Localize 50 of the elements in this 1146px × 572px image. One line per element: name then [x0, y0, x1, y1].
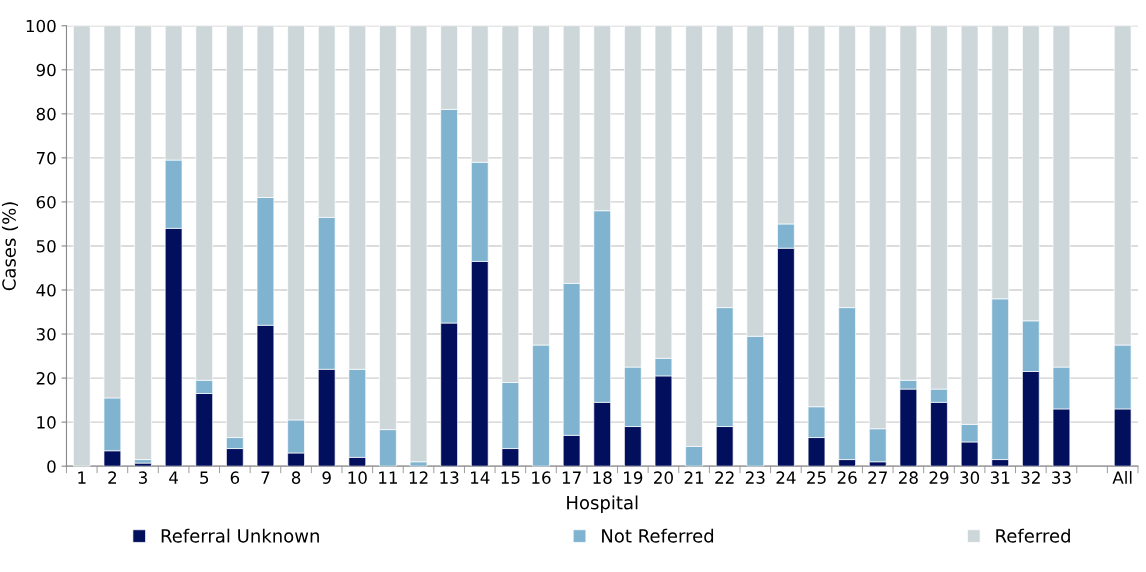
legend-label: Not Referred — [602, 528, 714, 543]
x-tick-label: 14 — [470, 471, 490, 484]
y-tick-label: 80 — [36, 107, 56, 121]
legend-label: Referred — [996, 528, 1070, 543]
legend-label: Referral Unknown — [161, 528, 319, 543]
y-tick-label: 60 — [36, 195, 56, 209]
x-tick-label: 17 — [562, 471, 581, 484]
x-tick-label: 30 — [960, 471, 980, 484]
x-tick-label: 12 — [409, 471, 428, 484]
y-tick-label: 20 — [36, 372, 56, 385]
x-tick-label: 2 — [108, 471, 117, 484]
y-tick-label: 30 — [36, 328, 56, 341]
x-tick-label: 21 — [684, 471, 704, 484]
x-axis-title: Hospital — [567, 495, 638, 513]
x-tick-label: 19 — [624, 471, 643, 484]
y-axis-title: Cases (%) — [1, 202, 18, 291]
y-tick-label: 40 — [36, 283, 56, 297]
x-tick-label: 8 — [291, 471, 301, 484]
x-tick-label: 6 — [230, 471, 240, 484]
x-tick-label: 20 — [654, 471, 673, 484]
x-tick-label: 31 — [990, 471, 1010, 484]
y-tick-label: 0 — [47, 460, 56, 473]
x-tick-label: 3 — [138, 471, 147, 484]
x-tick-label: 11 — [379, 471, 397, 484]
x-tick-label: 7 — [261, 471, 270, 484]
x-tick-label: 22 — [715, 471, 734, 484]
x-tick-label: All — [1112, 471, 1132, 484]
x-tick-label: 10 — [348, 471, 367, 484]
x-tick-label: 9 — [322, 471, 331, 484]
x-tick-label: 5 — [200, 471, 209, 484]
x-tick-label: 32 — [1021, 471, 1040, 484]
x-tick-label: 27 — [868, 471, 887, 484]
y-tick-label: 70 — [36, 151, 56, 165]
x-tick-label: 26 — [837, 471, 857, 484]
x-tick-label: 25 — [807, 471, 826, 484]
x-tick-label: 18 — [593, 471, 612, 484]
x-tick-label: 29 — [929, 471, 949, 484]
y-tick-label: 50 — [36, 239, 56, 253]
y-tick-label: 10 — [37, 416, 56, 429]
y-tick-label: 100 — [26, 19, 56, 33]
x-tick-label: 33 — [1052, 471, 1071, 484]
x-tick-label: 23 — [745, 471, 765, 484]
x-tick-label: 16 — [532, 471, 551, 484]
x-tick-label: 28 — [898, 471, 918, 484]
x-tick-label: 15 — [501, 471, 520, 484]
x-tick-label: 13 — [440, 471, 459, 484]
x-tick-label: 24 — [776, 471, 796, 484]
x-tick-label: 1 — [78, 471, 86, 484]
x-tick-label: 4 — [169, 471, 178, 484]
y-tick-label: 90 — [36, 63, 56, 77]
